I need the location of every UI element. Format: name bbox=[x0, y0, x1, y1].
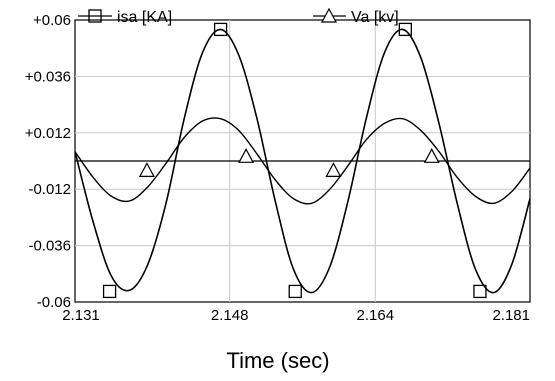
y-tick-label: +0.012 bbox=[25, 125, 71, 142]
y-tick-label: -0.012 bbox=[28, 181, 71, 198]
legend-label-isa: isa [KA] bbox=[117, 9, 172, 26]
x-tick-label: 2.164 bbox=[357, 307, 395, 324]
y-tick-label: -0.06 bbox=[37, 294, 71, 311]
marker-triangle bbox=[325, 162, 342, 177]
y-tick-label: -0.036 bbox=[28, 238, 71, 255]
x-axis-label: Time (sec) bbox=[226, 348, 329, 373]
series-group bbox=[74, 28, 531, 294]
markers-group bbox=[102, 22, 487, 299]
marker-square bbox=[398, 22, 412, 37]
x-tick-label: 2.148 bbox=[211, 307, 249, 324]
x-tick-label: 2.181 bbox=[492, 307, 530, 324]
y-tick-label: +0.06 bbox=[33, 12, 71, 29]
legend-label-va: Va [kv] bbox=[351, 9, 399, 26]
axis-ticks: +0.06 +0.036 +0.012 -0.012 -0.036 -0.062.131 2… bbox=[25, 12, 530, 324]
series-line-isa bbox=[74, 28, 531, 294]
marker-triangle bbox=[423, 148, 440, 163]
legend-marker-square bbox=[88, 9, 102, 23]
x-tick-label: 2.131 bbox=[62, 307, 100, 324]
marker-square bbox=[473, 284, 487, 299]
marker-triangle bbox=[238, 148, 255, 163]
marker-square bbox=[102, 284, 117, 299]
series-line-va bbox=[74, 117, 531, 205]
legend: isa [KA] Va [kv] bbox=[78, 7, 399, 26]
grid bbox=[75, 20, 530, 302]
marker-square bbox=[213, 22, 228, 37]
marker-square bbox=[288, 284, 302, 299]
legend-marker-triangle bbox=[320, 7, 338, 23]
marker-triangle bbox=[138, 162, 155, 177]
y-tick-label: +0.036 bbox=[25, 68, 71, 85]
